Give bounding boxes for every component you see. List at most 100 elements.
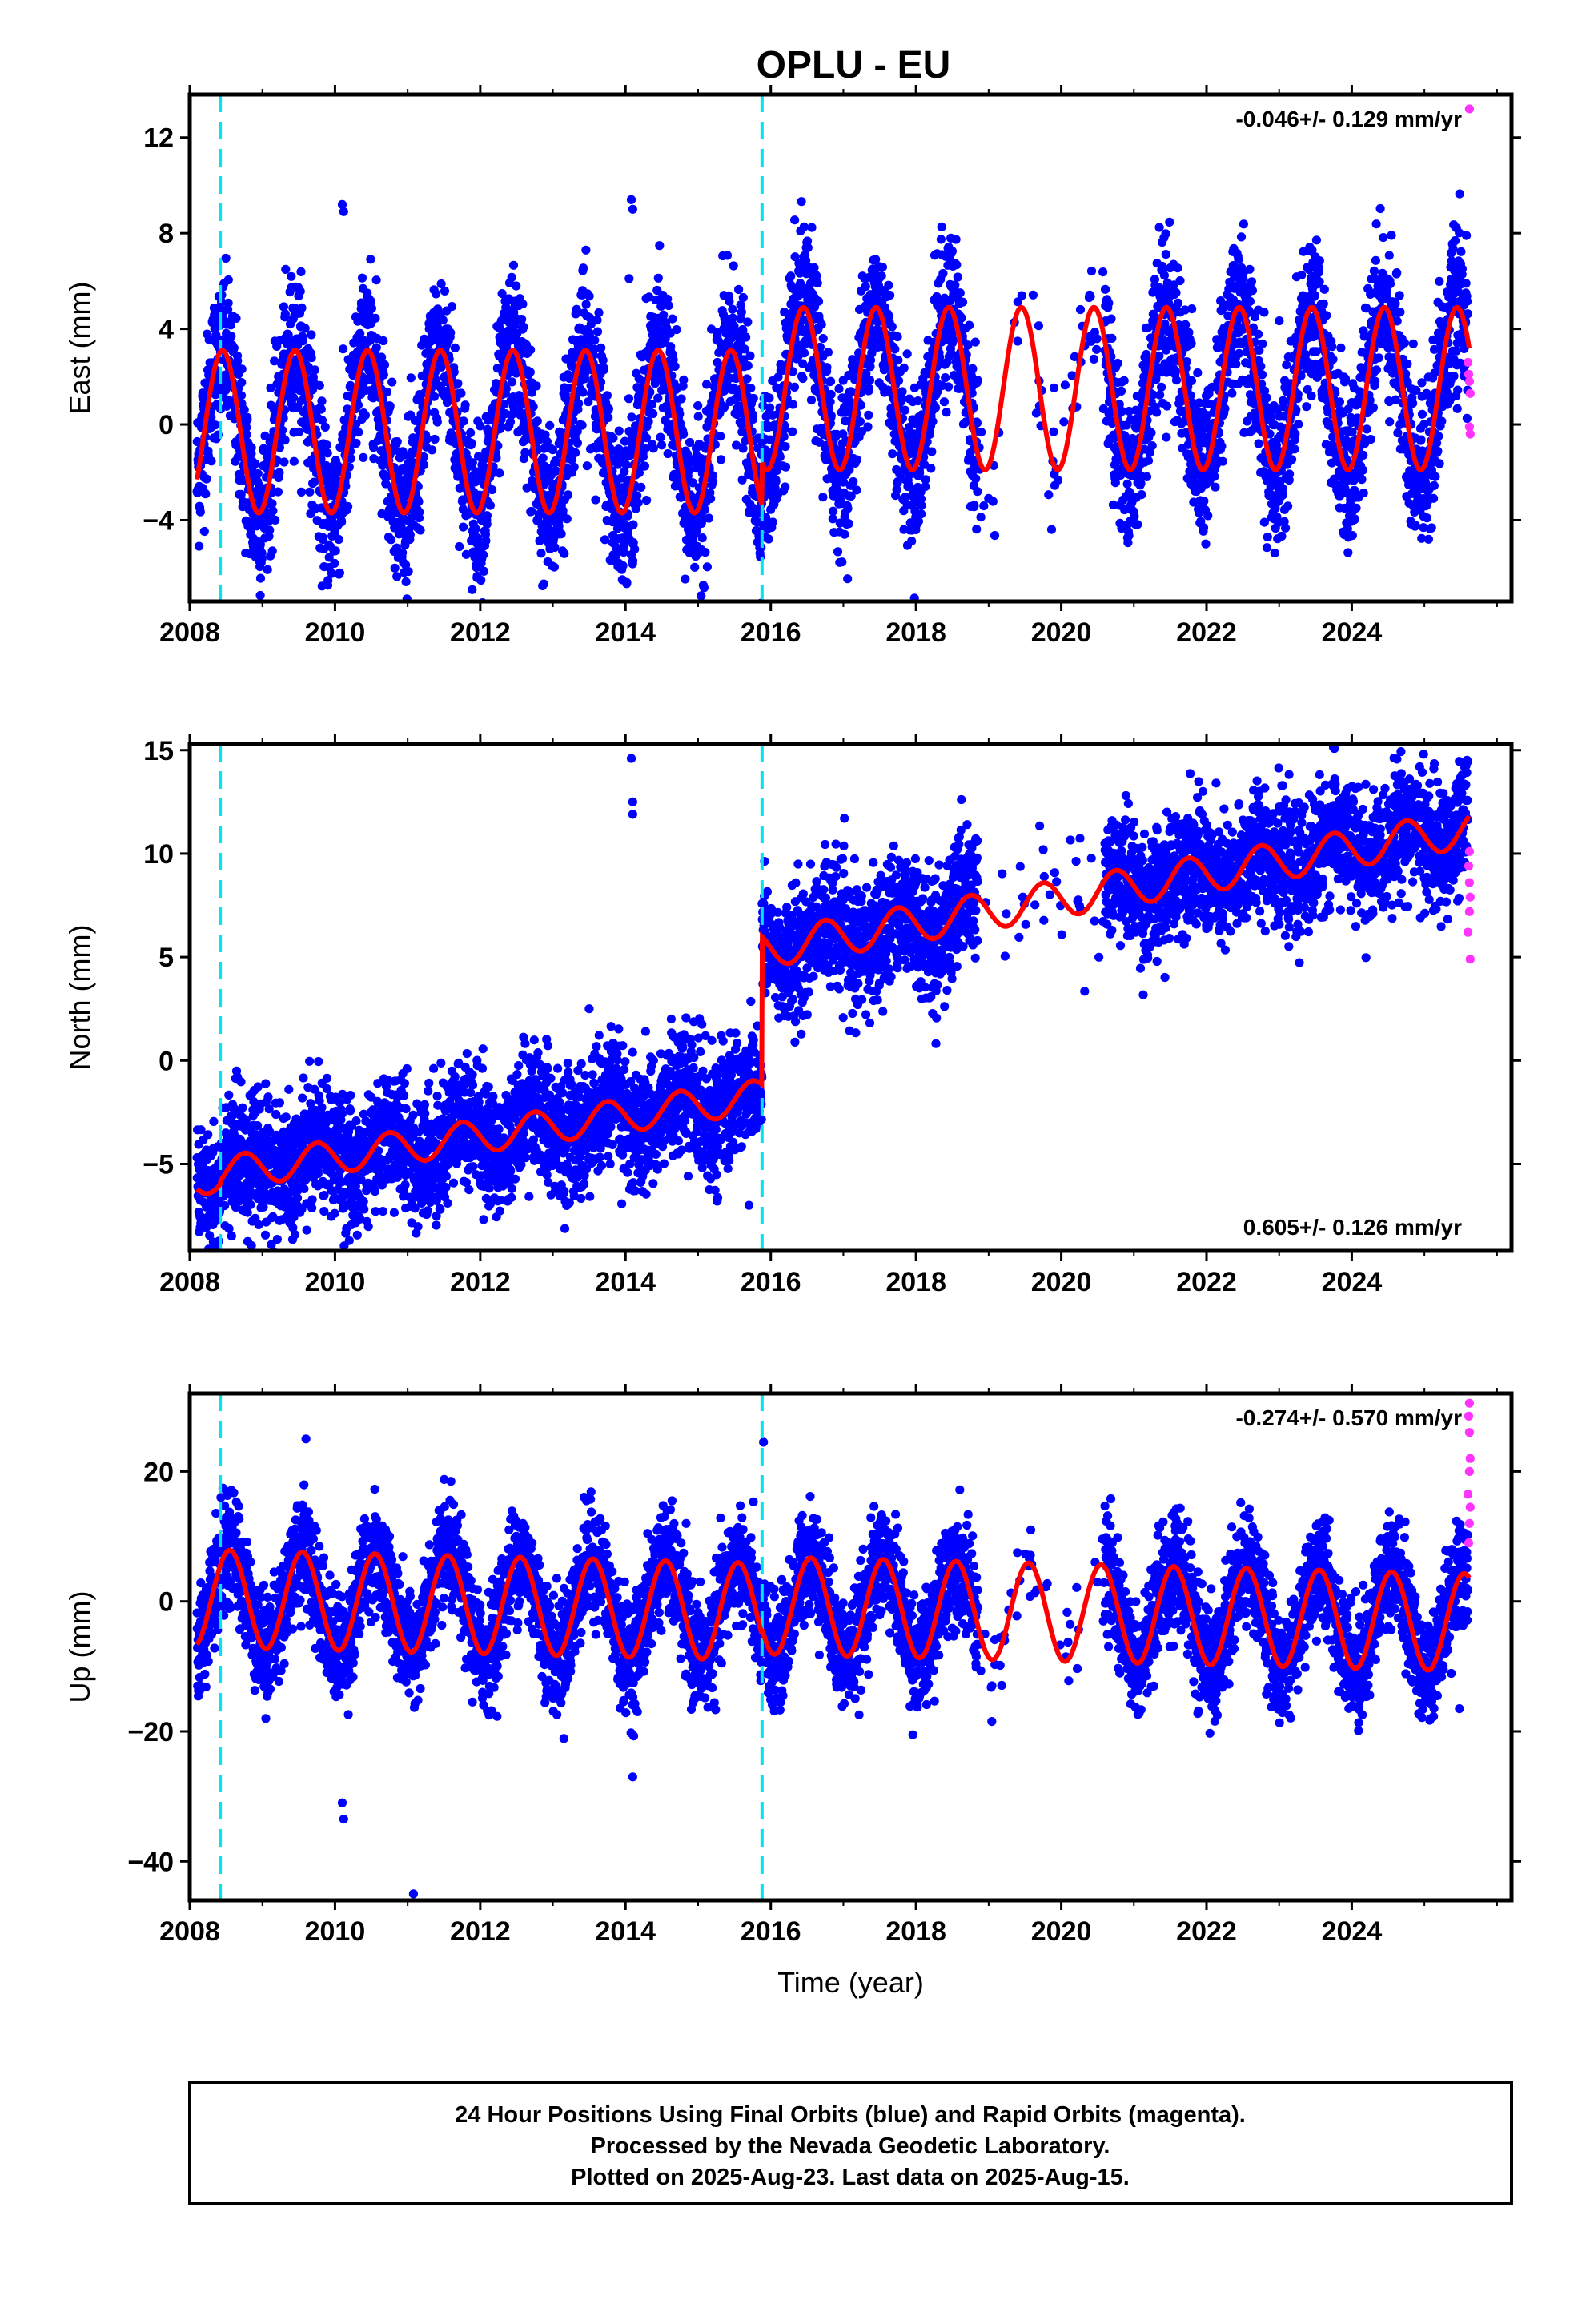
final-orbit-point [297,303,307,312]
final-orbit-point [354,428,363,437]
final-orbit-point [917,501,926,510]
final-orbit-point [813,278,822,288]
final-orbit-point [1203,511,1213,521]
final-orbit-point [324,553,334,562]
final-orbit-point [467,438,476,448]
final-orbit-point [1092,334,1102,344]
final-orbit-point [1049,383,1059,392]
final-orbit-point [360,411,370,420]
final-orbit-point [538,453,548,463]
final-orbit-point [295,427,304,436]
final-orbit-point [432,289,441,299]
final-orbit-point [571,448,580,457]
final-orbit-point [371,275,381,285]
final-orbit-point [263,565,272,574]
final-orbit-point [628,556,638,565]
final-orbit-point [716,455,726,464]
final-orbit-point [608,433,618,443]
final-orbit-point [937,222,946,231]
final-orbit-point [440,286,450,296]
final-orbit-point [743,317,753,327]
final-orbit-point [863,422,873,432]
final-orbit-point [798,373,808,384]
final-orbit-point [1297,270,1307,280]
final-orbit-point [1187,304,1197,314]
final-orbit-point [1278,490,1287,500]
final-orbit-point [1146,428,1156,438]
final-orbit-point [797,197,806,207]
final-orbit-point [317,416,327,425]
final-orbit-point [893,332,902,342]
final-orbit-point [379,360,390,370]
final-orbit-point [970,501,979,510]
final-orbit-point [893,477,902,487]
final-orbit-point [519,322,528,332]
final-orbit-point [638,452,648,461]
final-orbit-point [706,493,716,504]
final-orbit-point [829,506,838,516]
final-orbit-point [656,432,665,442]
final-orbit-point [893,356,903,365]
final-orbit-point [1060,380,1070,390]
final-orbit-point [430,434,440,444]
final-orbit-point [972,525,982,534]
final-orbit-point [307,330,316,340]
final-orbit-point [636,482,646,493]
final-orbit-point [697,533,707,543]
final-orbit-point [279,457,289,467]
final-orbit-point [907,537,917,546]
final-orbit-point [243,415,252,424]
final-orbit-point [1245,264,1255,274]
final-orbit-point [897,387,907,396]
final-orbit-point [1130,512,1139,521]
final-orbit-point [887,322,897,332]
final-orbit-point [558,505,568,516]
final-orbit-point [507,272,516,282]
final-orbit-point [1152,408,1162,417]
final-orbit-point [788,400,798,409]
final-orbit-point [450,343,460,352]
final-orbit-point [379,370,388,380]
final-orbit-point [426,336,436,346]
final-orbit-point [460,400,470,410]
final-orbit-point [317,396,327,406]
final-orbit-point [1101,284,1110,294]
final-orbit-point [548,445,558,455]
final-orbit-point [644,416,653,427]
final-orbit-point [663,448,673,459]
final-orbit-point [899,363,909,372]
final-orbit-point [327,569,337,578]
final-orbit-point [633,498,643,508]
final-orbit-point [337,517,347,527]
final-orbit-point [1162,401,1172,411]
final-orbit-point [472,533,483,543]
final-orbit-point [309,477,319,487]
final-orbit-point [877,271,886,281]
final-orbit-point [1236,232,1247,242]
final-orbit-point [925,429,934,440]
final-orbit-point [885,291,895,300]
final-orbit-point [728,304,737,314]
final-orbit-point [532,381,541,391]
final-orbit-point [826,389,836,400]
final-orbit-point [255,540,265,549]
final-orbit-point [211,420,220,430]
final-orbit-point [1013,336,1022,346]
final-orbit-point [359,452,368,463]
final-orbit-point [648,408,658,419]
final-orbit-point [414,497,424,506]
final-orbit-point [346,454,355,464]
final-orbit-point [818,334,828,344]
final-orbit-point [419,452,428,462]
final-orbit-point [539,579,548,589]
final-orbit-point [273,487,283,497]
final-orbit-point [488,485,497,495]
final-orbit-point [1263,532,1272,542]
final-orbit-point [343,501,353,512]
final-orbit-point [379,336,388,346]
final-orbit-point [1275,316,1284,326]
final-orbit-point [289,456,299,466]
final-orbit-point [781,482,790,492]
final-orbit-point [1259,308,1269,317]
final-orbit-point [884,280,893,290]
